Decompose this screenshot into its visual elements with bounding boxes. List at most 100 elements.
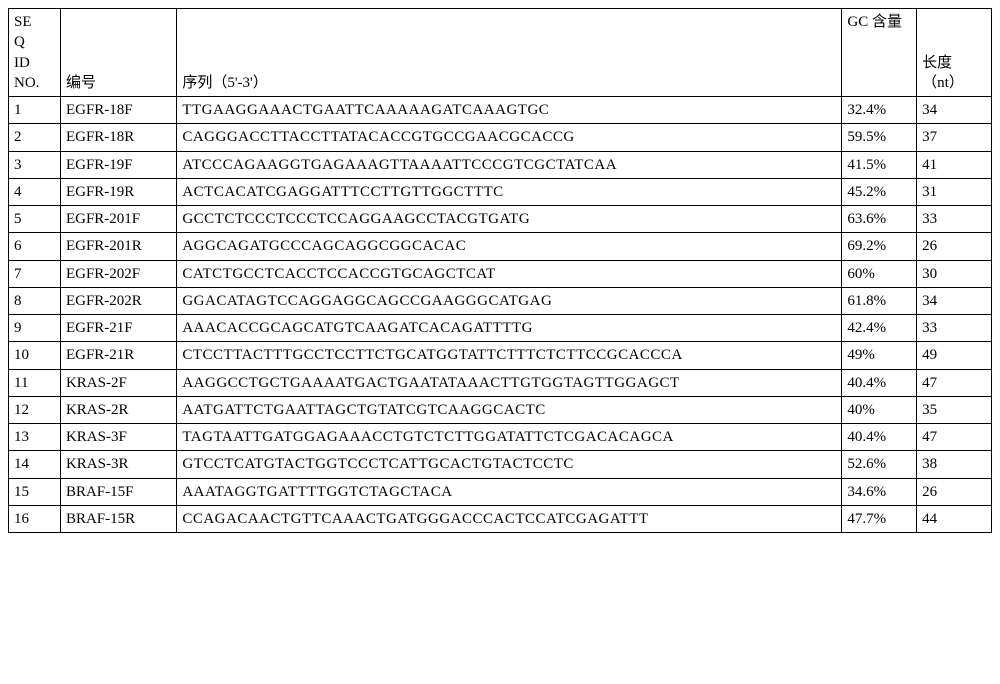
cell-sequence: TTGAAGGAAACTGAATTCAAAAAGATCAAAGTGC bbox=[177, 97, 842, 124]
cell-gc: 59.5% bbox=[842, 124, 917, 151]
table-row: 9EGFR-21FAAACACCGCAGCATGTCAAGATCACAGATTT… bbox=[9, 315, 992, 342]
cell-gc: 45.2% bbox=[842, 178, 917, 205]
cell-seqid: 7 bbox=[9, 260, 61, 287]
cell-length: 37 bbox=[917, 124, 992, 151]
cell-gc: 40.4% bbox=[842, 424, 917, 451]
cell-length: 49 bbox=[917, 342, 992, 369]
table-row: 4EGFR-19RACTCACATCGAGGATTTCCTTGTTGGCTTTC… bbox=[9, 178, 992, 205]
cell-gc: 42.4% bbox=[842, 315, 917, 342]
cell-length: 34 bbox=[917, 97, 992, 124]
cell-primer-id: KRAS-2F bbox=[60, 369, 176, 396]
table-row: 14KRAS-3RGTCCTCATGTACTGGTCCCTCATTGCACTGT… bbox=[9, 451, 992, 478]
table-row: 6EGFR-201RAGGCAGATGCCCAGCAGGCGGCACAC69.2… bbox=[9, 233, 992, 260]
cell-gc: 32.4% bbox=[842, 97, 917, 124]
cell-gc: 34.6% bbox=[842, 478, 917, 505]
cell-gc: 41.5% bbox=[842, 151, 917, 178]
cell-sequence: AGGCAGATGCCCAGCAGGCGGCACAC bbox=[177, 233, 842, 260]
cell-seqid: 6 bbox=[9, 233, 61, 260]
cell-length: 31 bbox=[917, 178, 992, 205]
cell-sequence: AATGATTCTGAATTAGCTGTATCGTCAAGGCACTC bbox=[177, 396, 842, 423]
cell-seqid: 14 bbox=[9, 451, 61, 478]
cell-primer-id: KRAS-2R bbox=[60, 396, 176, 423]
cell-sequence: TAGTAATTGATGGAGAAACCTGTCTCTTGGATATTCTCGA… bbox=[177, 424, 842, 451]
cell-primer-id: KRAS-3R bbox=[60, 451, 176, 478]
cell-seqid: 9 bbox=[9, 315, 61, 342]
cell-length: 47 bbox=[917, 369, 992, 396]
col-header-length: 长度（nt） bbox=[917, 9, 992, 97]
table-row: 7EGFR-202FCATCTGCCTCACCTCCACCGTGCAGCTCAT… bbox=[9, 260, 992, 287]
cell-primer-id: EGFR-202R bbox=[60, 287, 176, 314]
cell-primer-id: EGFR-18F bbox=[60, 97, 176, 124]
cell-sequence: AAGGCCTGCTGAAAATGACTGAATATAAACTTGTGGTAGT… bbox=[177, 369, 842, 396]
cell-primer-id: BRAF-15R bbox=[60, 505, 176, 532]
table-header: SE Q ID NO. 编号 序列（5'-3'） GC 含量 长度（nt） bbox=[9, 9, 992, 97]
table-row: 12KRAS-2RAATGATTCTGAATTAGCTGTATCGTCAAGGC… bbox=[9, 396, 992, 423]
cell-seqid: 16 bbox=[9, 505, 61, 532]
cell-length: 26 bbox=[917, 233, 992, 260]
cell-primer-id: EGFR-18R bbox=[60, 124, 176, 151]
cell-primer-id: EGFR-201R bbox=[60, 233, 176, 260]
cell-length: 44 bbox=[917, 505, 992, 532]
cell-seqid: 13 bbox=[9, 424, 61, 451]
cell-seqid: 3 bbox=[9, 151, 61, 178]
col-header-primer-id: 编号 bbox=[60, 9, 176, 97]
col-header-sequence: 序列（5'-3'） bbox=[177, 9, 842, 97]
cell-seqid: 8 bbox=[9, 287, 61, 314]
cell-sequence: GTCCTCATGTACTGGTCCCTCATTGCACTGTACTCCTC bbox=[177, 451, 842, 478]
cell-gc: 52.6% bbox=[842, 451, 917, 478]
cell-sequence: ACTCACATCGAGGATTTCCTTGTTGGCTTTC bbox=[177, 178, 842, 205]
cell-length: 38 bbox=[917, 451, 992, 478]
cell-length: 41 bbox=[917, 151, 992, 178]
table-row: 11KRAS-2FAAGGCCTGCTGAAAATGACTGAATATAAACT… bbox=[9, 369, 992, 396]
cell-seqid: 5 bbox=[9, 206, 61, 233]
table-row: 13KRAS-3FTAGTAATTGATGGAGAAACCTGTCTCTTGGA… bbox=[9, 424, 992, 451]
table-row: 1EGFR-18FTTGAAGGAAACTGAATTCAAAAAGATCAAAG… bbox=[9, 97, 992, 124]
cell-length: 35 bbox=[917, 396, 992, 423]
table-row: 3EGFR-19FATCCCAGAAGGTGAGAAAGTTAAAATTCCCG… bbox=[9, 151, 992, 178]
cell-length: 34 bbox=[917, 287, 992, 314]
cell-sequence: AAATAGGTGATTTTGGTCTAGCTACA bbox=[177, 478, 842, 505]
cell-seqid: 2 bbox=[9, 124, 61, 151]
cell-primer-id: BRAF-15F bbox=[60, 478, 176, 505]
cell-seqid: 15 bbox=[9, 478, 61, 505]
cell-seqid: 12 bbox=[9, 396, 61, 423]
cell-gc: 40.4% bbox=[842, 369, 917, 396]
cell-length: 33 bbox=[917, 206, 992, 233]
col-header-seqid: SE Q ID NO. bbox=[9, 9, 61, 97]
cell-seqid: 1 bbox=[9, 97, 61, 124]
cell-length: 30 bbox=[917, 260, 992, 287]
table-row: 2EGFR-18RCAGGGACCTTACCTTATACACCGTGCCGAAC… bbox=[9, 124, 992, 151]
table-row: 8EGFR-202RGGACATAGTCCAGGAGGCAGCCGAAGGGCA… bbox=[9, 287, 992, 314]
cell-primer-id: KRAS-3F bbox=[60, 424, 176, 451]
cell-sequence: CAGGGACCTTACCTTATACACCGTGCCGAACGCACCG bbox=[177, 124, 842, 151]
table-row: 10EGFR-21RCTCCTTACTTTGCCTCCTTCTGCATGGTAT… bbox=[9, 342, 992, 369]
cell-primer-id: EGFR-201F bbox=[60, 206, 176, 233]
cell-sequence: GCCTCTCCCTCCCTCCAGGAAGCCTACGTGATG bbox=[177, 206, 842, 233]
cell-seqid: 10 bbox=[9, 342, 61, 369]
cell-sequence: CCAGACAACTGTTCAAACTGATGGGACCCACTCCATCGAG… bbox=[177, 505, 842, 532]
cell-sequence: ATCCCAGAAGGTGAGAAAGTTAAAATTCCCGTCGCTATCA… bbox=[177, 151, 842, 178]
cell-sequence: GGACATAGTCCAGGAGGCAGCCGAAGGGCATGAG bbox=[177, 287, 842, 314]
cell-length: 26 bbox=[917, 478, 992, 505]
col-header-gc: GC 含量 bbox=[842, 9, 917, 97]
cell-length: 47 bbox=[917, 424, 992, 451]
primer-table: SE Q ID NO. 编号 序列（5'-3'） GC 含量 长度（nt） 1E… bbox=[8, 8, 992, 533]
cell-primer-id: EGFR-19R bbox=[60, 178, 176, 205]
cell-primer-id: EGFR-21R bbox=[60, 342, 176, 369]
table-body: 1EGFR-18FTTGAAGGAAACTGAATTCAAAAAGATCAAAG… bbox=[9, 97, 992, 533]
cell-sequence: AAACACCGCAGCATGTCAAGATCACAGATTTTG bbox=[177, 315, 842, 342]
cell-sequence: CTCCTTACTTTGCCTCCTTCTGCATGGTATTCTTTCTCTT… bbox=[177, 342, 842, 369]
cell-gc: 63.6% bbox=[842, 206, 917, 233]
table-row: 16BRAF-15RCCAGACAACTGTTCAAACTGATGGGACCCA… bbox=[9, 505, 992, 532]
cell-primer-id: EGFR-21F bbox=[60, 315, 176, 342]
cell-sequence: CATCTGCCTCACCTCCACCGTGCAGCTCAT bbox=[177, 260, 842, 287]
cell-gc: 40% bbox=[842, 396, 917, 423]
cell-gc: 60% bbox=[842, 260, 917, 287]
cell-seqid: 11 bbox=[9, 369, 61, 396]
table-row: 15BRAF-15FAAATAGGTGATTTTGGTCTAGCTACA34.6… bbox=[9, 478, 992, 505]
cell-length: 33 bbox=[917, 315, 992, 342]
cell-gc: 69.2% bbox=[842, 233, 917, 260]
cell-gc: 61.8% bbox=[842, 287, 917, 314]
cell-primer-id: EGFR-19F bbox=[60, 151, 176, 178]
cell-gc: 49% bbox=[842, 342, 917, 369]
